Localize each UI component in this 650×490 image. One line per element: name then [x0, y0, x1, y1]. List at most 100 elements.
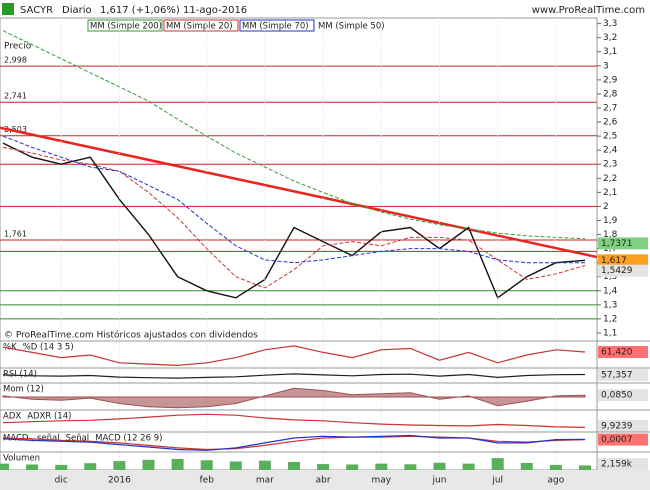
indicator-line	[2, 413, 586, 428]
panel-legend: %D (14 3 5)	[23, 343, 74, 353]
period: Diario	[62, 5, 92, 16]
volume-bar	[346, 464, 359, 470]
value-marker	[598, 458, 648, 470]
value-marker	[598, 346, 648, 359]
panel-title: Mom (12)	[3, 385, 44, 395]
y-tick-label: 2,8	[603, 89, 618, 99]
value-marker	[598, 369, 648, 381]
value-marker-label: 1,617	[601, 256, 627, 266]
value-marker-label: 1,7371	[601, 239, 633, 249]
value-marker	[598, 237, 648, 250]
y-tick-label: 1,2	[603, 314, 617, 324]
value-marker-label: 61,420	[601, 348, 633, 358]
volume-bar	[0, 463, 9, 470]
x-tick-label: dic	[55, 476, 68, 486]
x-tick-label: mar	[256, 476, 274, 486]
y-tick-label: 2,5	[603, 132, 617, 142]
y-tick-label: 2,2	[603, 174, 617, 184]
series-line	[2, 135, 585, 264]
volume-bar	[404, 464, 417, 470]
y-tick-label: 2,6	[603, 118, 618, 128]
y-tick-label: 2,1	[603, 188, 617, 198]
value-marker	[598, 389, 648, 402]
value-marker	[598, 254, 648, 267]
trendline	[0, 126, 598, 259]
legend-label: MM (Simple 20)	[166, 22, 233, 32]
date: 11-ago-2016	[183, 5, 247, 16]
y-tick-label: 3,2	[603, 33, 617, 43]
value-marker-label: 9,9239	[601, 422, 633, 432]
y-tick-label: 3,1	[603, 47, 617, 57]
x-tick-label: ago	[548, 476, 565, 486]
price-label: Precio	[4, 42, 32, 52]
indicator-line	[2, 435, 586, 451]
volume-bar	[549, 464, 562, 470]
volume-bar	[55, 464, 68, 470]
indicator-line	[2, 345, 586, 367]
panel-title: ADX	[3, 412, 21, 422]
value-marker	[598, 264, 648, 277]
indicator-line	[2, 373, 586, 379]
volume-bar	[200, 460, 213, 470]
x-tick-label: abr	[316, 476, 331, 486]
legend-box	[87, 19, 163, 32]
legend-label: MM (Simple 70)	[242, 22, 309, 32]
y-tick-label: 2,4	[603, 146, 618, 156]
volume-bar	[317, 464, 330, 470]
volume-bar	[433, 462, 446, 470]
legend-inactive: MM (Simple 50)	[318, 22, 385, 32]
level-label: 2,998	[4, 56, 27, 65]
value-marker-label: 0,0007	[601, 435, 633, 445]
panel-legend: ADXR (14)	[27, 412, 71, 422]
volume-bar	[113, 461, 126, 470]
series-line	[2, 142, 586, 299]
level-label: 2,741	[4, 92, 27, 101]
legend-box	[239, 19, 315, 32]
legend-box	[163, 19, 239, 32]
series-line	[2, 30, 586, 240]
indicator-line	[2, 434, 586, 451]
source: www.ProRealTime.com	[532, 5, 645, 16]
panel-legend: Señal	[66, 434, 90, 444]
panel-title: %K	[3, 343, 17, 353]
volume-bar	[84, 463, 97, 470]
footer: © ProRealTime.com Históricos ajustados c…	[4, 330, 258, 341]
value-marker-label: 2,159k	[601, 460, 633, 470]
value-marker	[598, 420, 648, 432]
value-marker-label: 1,5429	[601, 266, 633, 276]
x-tick-label: jul	[491, 476, 503, 486]
series-line	[2, 146, 586, 289]
symbol: SACYR	[20, 5, 53, 16]
volume-bar	[579, 465, 591, 470]
panel-title: RSI (14)	[3, 370, 37, 380]
x-tick-label: feb	[199, 476, 214, 486]
level-label: 2,503	[4, 125, 27, 134]
volume-bar	[142, 459, 155, 470]
y-tick-label: 1,4	[603, 286, 618, 296]
y-tick-label: 1,3	[603, 300, 617, 310]
volume-bar	[26, 464, 39, 470]
panel-title: Volumen	[3, 454, 40, 464]
y-tick-label: 1,1	[603, 328, 617, 338]
y-tick-label: 1,9	[603, 216, 618, 226]
volume-bar	[258, 460, 271, 470]
x-tick-label: may	[371, 476, 391, 486]
volume-bar	[229, 461, 242, 470]
price-change: 1,617 (+1,06%)	[100, 5, 180, 16]
volume-bar	[171, 458, 184, 470]
y-tick-label: 3,3	[603, 19, 617, 29]
value-marker-label: 57,357	[601, 371, 633, 381]
area	[2, 387, 586, 409]
volume-bar	[288, 461, 300, 470]
y-tick-label: 1,8	[603, 230, 618, 240]
y-tick-label: 2,3	[603, 160, 617, 170]
y-tick-label: 1,5	[603, 272, 617, 282]
y-tick-label: 2,7	[603, 103, 617, 113]
volume-bar	[462, 463, 475, 470]
level-label: 1,761	[4, 230, 27, 239]
volume-bar	[375, 463, 388, 470]
panel-legend: MACD (12 26 9)	[95, 434, 162, 444]
logo	[2, 3, 14, 15]
